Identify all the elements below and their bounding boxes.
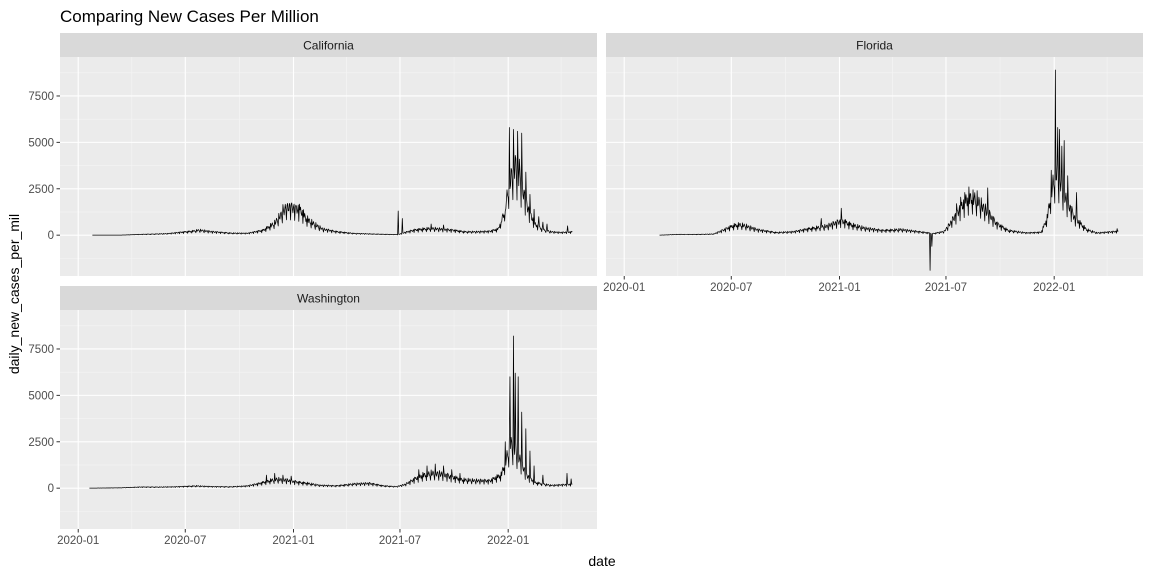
panel-background-florida	[606, 57, 1143, 276]
x-tick-label: 2020-01	[57, 535, 99, 547]
y-tick-label: 7500	[28, 344, 54, 356]
facet-strip-washington	[60, 286, 597, 310]
x-tick-label: 2021-01	[818, 282, 860, 294]
series-line-california	[92, 127, 573, 236]
y-tick-label: 2500	[28, 437, 54, 449]
y-tick-label: 5000	[28, 390, 54, 402]
series-line-washington	[89, 335, 573, 489]
y-axis-title: daily_new_cases_per_mil	[6, 214, 22, 374]
y-tick-label: 5000	[28, 137, 54, 149]
panels-layer: California 0 2500 5000 7500 Florida 2020-01 202…	[28, 33, 1143, 547]
chart-title: Comparing New Cases Per Million	[60, 7, 319, 26]
series-line-florida	[659, 69, 1119, 271]
panel-background-washington	[60, 310, 597, 529]
x-axis-title: date	[588, 553, 615, 569]
x-tick-label: 2022-01	[487, 535, 529, 547]
x-tick-label: 2022-01	[1033, 282, 1075, 294]
x-tick-label: 2020-07	[164, 535, 206, 547]
y-tick-label: 7500	[28, 91, 54, 103]
x-tick-label: 2021-07	[379, 535, 421, 547]
facet-strip-california	[60, 33, 597, 57]
facet-strip-florida	[606, 33, 1143, 57]
facet-label-california: California	[303, 39, 354, 53]
panel-florida: Florida 2020-01 2020-07 2021-01 2021-07 2022-…	[603, 33, 1143, 294]
y-tick-label: 0	[48, 483, 54, 495]
x-tick-label: 2021-01	[272, 535, 314, 547]
x-tick-label: 2021-07	[925, 282, 967, 294]
panel-california: California 0 2500 5000 7500	[28, 33, 597, 276]
x-tick-label: 2020-07	[710, 282, 752, 294]
facet-label-florida: Florida	[856, 39, 893, 53]
y-tick-label: 2500	[28, 184, 54, 196]
panel-washington: Washington 2020-01 2020-07 2021-01 2021-07 20…	[28, 286, 597, 547]
panel-background-california	[60, 57, 597, 276]
x-tick-label: 2020-01	[603, 282, 645, 294]
facet-label-washington: Washington	[297, 292, 360, 306]
y-tick-label: 0	[48, 230, 54, 242]
